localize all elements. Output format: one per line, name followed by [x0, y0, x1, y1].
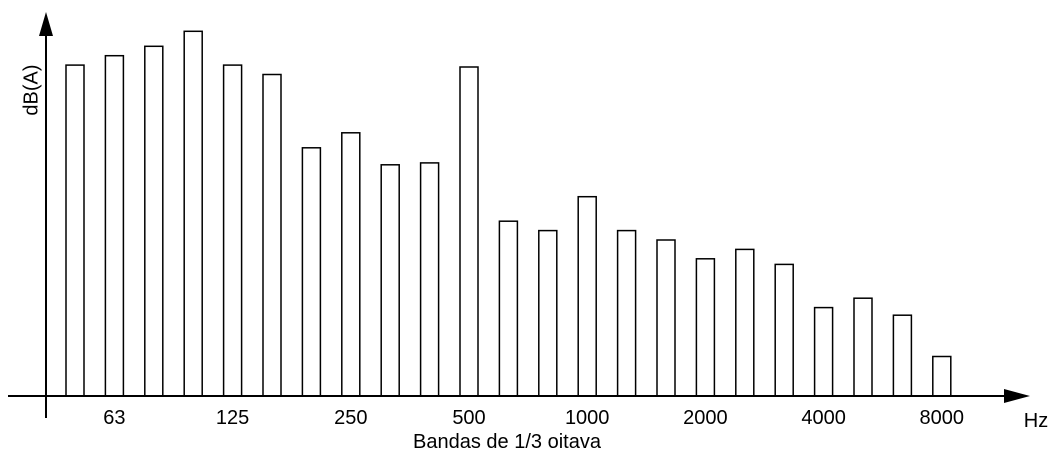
bar-63hz	[104, 54, 125, 397]
bar-200hz	[301, 147, 322, 397]
bar-400hz	[419, 162, 440, 397]
x-tick-label-2000: 2000	[683, 407, 728, 429]
bar-1600hz	[656, 239, 676, 397]
bar-800hz	[538, 229, 558, 397]
x-tick-label-1000: 1000	[565, 407, 610, 429]
bar-8000hz	[932, 355, 952, 397]
bar-4000hz	[813, 306, 834, 397]
bar-1250hz	[616, 229, 637, 397]
axes-layer	[8, 12, 1030, 418]
bar-3150hz	[774, 263, 794, 397]
bar-125hz	[222, 64, 243, 397]
y-axis-arrowhead	[39, 12, 53, 36]
x-tick-label-125: 125	[216, 407, 249, 429]
x-tick-label-250: 250	[334, 407, 367, 429]
x-tick-label-4000: 4000	[801, 407, 846, 429]
x-tick-label-8000: 8000	[920, 407, 965, 429]
x-axis-label: Bandas de 1/3 oitava	[413, 431, 602, 453]
x-tick-label-63: 63	[103, 407, 125, 429]
x-axis-unit: Hz	[1024, 410, 1048, 432]
bar-160hz	[262, 73, 282, 397]
x-tick-label-500: 500	[452, 407, 485, 429]
bar-80hz	[144, 45, 164, 397]
x-axis-arrowhead	[1004, 389, 1030, 403]
bar-630hz	[498, 220, 519, 397]
bar-50hz	[65, 64, 85, 397]
bars-layer	[65, 30, 952, 397]
bar-500hz	[459, 66, 479, 397]
bar-5000hz	[853, 297, 873, 397]
bar-315hz	[380, 164, 400, 397]
x-tick-labels: 63 125 250 500 1000 2000 4000 8000	[103, 407, 964, 429]
bar-100hz	[183, 30, 203, 397]
bar-2500hz	[735, 248, 755, 397]
y-axis-label: dB(A)	[20, 64, 42, 115]
bar-6300hz	[892, 314, 913, 397]
bar-250hz	[341, 132, 361, 397]
bar-2000hz	[695, 258, 716, 397]
bar-1000hz	[577, 195, 597, 397]
